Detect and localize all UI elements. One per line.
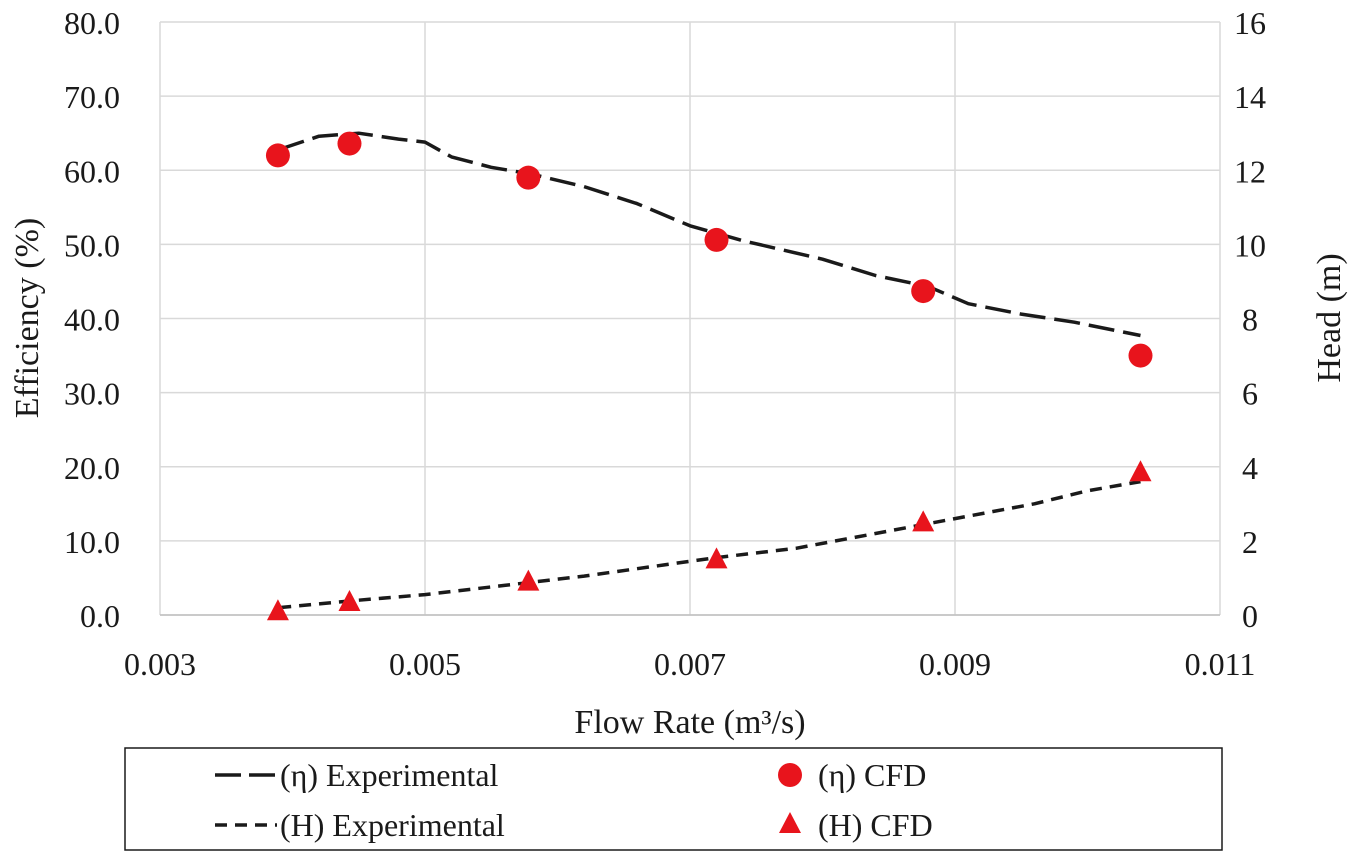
y-axis-label: Efficiency (%) (9, 218, 46, 418)
head-cfd-point (517, 569, 540, 591)
efficiency-cfd-point (265, 143, 290, 168)
y2-tick-label: 14 (1234, 79, 1266, 115)
efficiency-cfd-point (516, 165, 541, 190)
legend-h-cfd-marker (779, 812, 801, 833)
y2-tick-label: 8 (1242, 302, 1258, 338)
y2-tick-label: 4 (1242, 450, 1258, 486)
y-tick-label: 10.0 (64, 524, 120, 560)
y2-tick-label: 2 (1242, 524, 1258, 560)
y2-axis-label: Head (m) (1311, 253, 1348, 382)
legend-eta-cfd-marker (778, 763, 802, 787)
x-tick-label: 0.007 (654, 646, 726, 682)
head-cfd-point (338, 590, 361, 612)
legend: (η) Experimental (H) Experimental (η) CF… (124, 747, 1223, 851)
gridlines (159, 21, 1221, 616)
head-cfd-point (705, 547, 728, 569)
x-tick-label: 0.009 (919, 646, 991, 682)
efficiency-experimental-line (278, 131, 1141, 338)
y2-tick-label: 12 (1234, 153, 1266, 189)
y-tick-label: 40.0 (64, 302, 120, 338)
x-tick-label: 0.005 (389, 646, 461, 682)
y2-tick-label: 6 (1242, 376, 1258, 412)
efficiency-cfd-point (1128, 343, 1153, 368)
series-markers (265, 131, 1153, 621)
y2-tick-label: 16 (1234, 5, 1266, 41)
y-tick-labels: 0.0 10.0 20.0 30.0 40.0 50.0 60.0 70.0 80.0 (64, 5, 120, 634)
y-tick-label: 50.0 (64, 227, 120, 263)
efficiency-cfd-point (911, 279, 936, 304)
y-tick-label: 70.0 (64, 79, 120, 115)
x-tick-label: 0.003 (124, 646, 196, 682)
head-cfd-point (266, 599, 289, 621)
head-cfd-point (1129, 460, 1152, 482)
y2-tick-labels: 0 2 4 6 8 10 12 14 16 (1234, 5, 1266, 634)
y2-tick-label: 10 (1234, 227, 1266, 263)
head-cfd-point (912, 510, 935, 532)
y-tick-label: 30.0 (64, 376, 120, 412)
legend-eta-experimental-label: (η) Experimental (280, 757, 499, 793)
legend-h-cfd-label: (H) CFD (818, 807, 933, 843)
efficiency-cfd-point (704, 227, 729, 252)
x-tick-label: 0.011 (1185, 646, 1256, 682)
x-axis-label: Flow Rate (m³/s) (574, 704, 805, 741)
legend-h-experimental-label: (H) Experimental (280, 807, 505, 843)
y-tick-label: 60.0 (64, 153, 120, 189)
y-tick-label: 20.0 (64, 450, 120, 486)
x-tick-labels: 0.003 0.005 0.007 0.009 0.011 (124, 646, 1255, 682)
legend-eta-cfd-label: (η) CFD (818, 757, 926, 793)
y-tick-label: 0.0 (80, 598, 120, 634)
legend-box (124, 747, 1223, 851)
efficiency-cfd-point (337, 131, 362, 156)
y2-tick-label: 0 (1242, 598, 1258, 634)
y-tick-label: 80.0 (64, 5, 120, 41)
